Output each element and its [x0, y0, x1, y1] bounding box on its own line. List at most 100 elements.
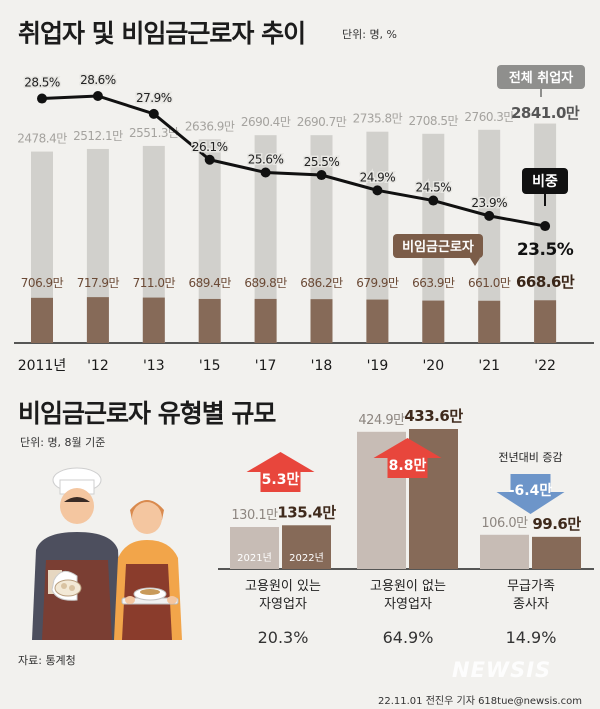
section2-unit: 단위: 명, 8월 기준: [20, 436, 106, 449]
total-bar: [86, 148, 109, 343]
increase-arrow: [373, 438, 442, 478]
legend-2021: 2021년: [237, 552, 272, 564]
category-tick-label: '17: [255, 358, 277, 374]
share-point: [316, 170, 327, 181]
server-figure: [114, 500, 182, 640]
share-value-label: 23.5%: [517, 240, 574, 260]
nonwage-bar: [366, 299, 389, 343]
total-bar: [142, 145, 165, 343]
share-callout-box: [522, 168, 568, 194]
category-tick-label: '13: [143, 358, 165, 374]
increase-arrow: [246, 452, 315, 492]
share-value-label: 25.6%: [248, 153, 284, 167]
value-label-2021: 106.0만: [481, 516, 528, 531]
nonwage-bar: [310, 299, 333, 343]
share-line: [41, 94, 546, 228]
share-value-label: 27.9%: [136, 91, 172, 105]
nonwage-bar: [198, 298, 221, 343]
share-value-label: 23.9%: [471, 196, 507, 210]
nonwage-bar: [478, 300, 501, 343]
chef-figure: [32, 467, 122, 640]
value-label-2021: 130.1만: [231, 508, 278, 523]
bar-2022: [282, 525, 331, 569]
category-label: 고용원이 없는 자영업자: [343, 578, 473, 614]
share-point: [92, 91, 103, 101]
value-label-2022: 99.6만: [532, 515, 581, 533]
total-callout-label: 전체 취업자: [509, 70, 573, 86]
change-label: 5.3만: [262, 472, 300, 488]
employment-chart: 2478.4만 706.9만 2011년 2512.1만 717.9만 '12 2551.3…: [14, 65, 594, 374]
workers-illustration: [32, 467, 182, 640]
total-value-label: 2690.4만: [241, 115, 291, 129]
share-value-label: 24.5%: [415, 181, 451, 195]
total-bar: [31, 151, 53, 343]
category-line1: 고용원이 있는: [245, 579, 321, 594]
nonwage-value-label: 661.0만: [468, 276, 511, 290]
total-bar: [478, 129, 501, 343]
nonwage-value-label: 686.2만: [300, 276, 343, 290]
category-tick-label: '18: [311, 358, 333, 374]
category-line1: 고용원이 없는: [370, 579, 446, 594]
category-tick-label: 2011년: [18, 358, 67, 374]
share-value-label: 28.5%: [24, 76, 60, 90]
nonwage-value-label: 689.8만: [244, 276, 287, 290]
total-value-label: 2735.8만: [353, 112, 403, 126]
bar-2021: [230, 526, 279, 569]
category-tick-label: '15: [199, 358, 221, 374]
bar-2022: [532, 536, 581, 569]
nonwage-callout-pointer: [470, 258, 480, 266]
chart-title: 취업자 및 비임금근로자 추이: [18, 19, 306, 48]
total-value-label: 2708.5만: [409, 114, 459, 128]
total-callout-box: [497, 65, 585, 89]
share-point: [484, 210, 495, 221]
total-value-label: 2512.1만: [73, 129, 123, 143]
category-line2: 종사자: [513, 597, 549, 612]
share-value-label: 24.9%: [360, 170, 396, 184]
share-point: [260, 167, 271, 178]
change-caption: 전년대비 증감: [498, 451, 562, 464]
share-point: [148, 108, 159, 119]
bar-2021: [480, 534, 529, 569]
nonwage-value-label: 717.9만: [77, 276, 120, 290]
total-value-label: 2478.4만: [17, 132, 67, 146]
category-line2: 자영업자: [259, 597, 307, 612]
category-line2: 자영업자: [384, 597, 432, 612]
nonwage-bar: [254, 298, 277, 343]
share-point: [372, 185, 383, 196]
nonwage-bar: [31, 297, 53, 343]
total-value-label: 2636.9만: [185, 119, 235, 133]
share-callout-label: 비중: [532, 174, 558, 190]
share-label: 14.9%: [505, 628, 557, 647]
nonwage-callout-box: [393, 234, 483, 258]
share-value-label: 25.5%: [304, 155, 340, 169]
total-bar: [254, 135, 277, 343]
category-tick-label: '19: [367, 358, 389, 374]
decrease-arrow: [496, 474, 565, 514]
nonwage-callout-label: 비임금근로자: [402, 240, 474, 255]
category-tick-label: '22: [534, 358, 556, 374]
nonwage-value-label: 663.9만: [412, 276, 455, 290]
change-label: -6.4만: [509, 483, 553, 499]
nonwage-value-label: 711.0만: [133, 276, 176, 290]
category-line1: 무급가족: [507, 579, 555, 594]
nonwage-value-label: 679.9만: [356, 276, 399, 290]
legend-2022: 2022년: [289, 552, 324, 564]
total-value-label: 2551.3만: [129, 126, 179, 140]
share-value-label: 26.1%: [192, 140, 228, 154]
nonwage-bar: [142, 297, 165, 343]
share-point: [540, 221, 551, 232]
category-label: 무급가족 종사자: [466, 578, 596, 614]
category-tick-label: '12: [87, 358, 109, 374]
nonwage-value-label: 668.6만: [516, 273, 575, 291]
newsis-watermark: NEWSIS: [452, 658, 552, 682]
share-point: [428, 195, 439, 206]
total-bar: [366, 131, 389, 343]
share-label: 64.9%: [382, 628, 434, 647]
credit-line: 22.11.01 전진우 기자 618tue@newsis.com: [378, 696, 582, 707]
value-label-2022: 433.6만: [404, 407, 463, 425]
share-label: 20.3%: [257, 628, 309, 647]
change-label: 8.8만: [389, 458, 427, 474]
source-note: 자료: 통계청: [18, 654, 76, 667]
